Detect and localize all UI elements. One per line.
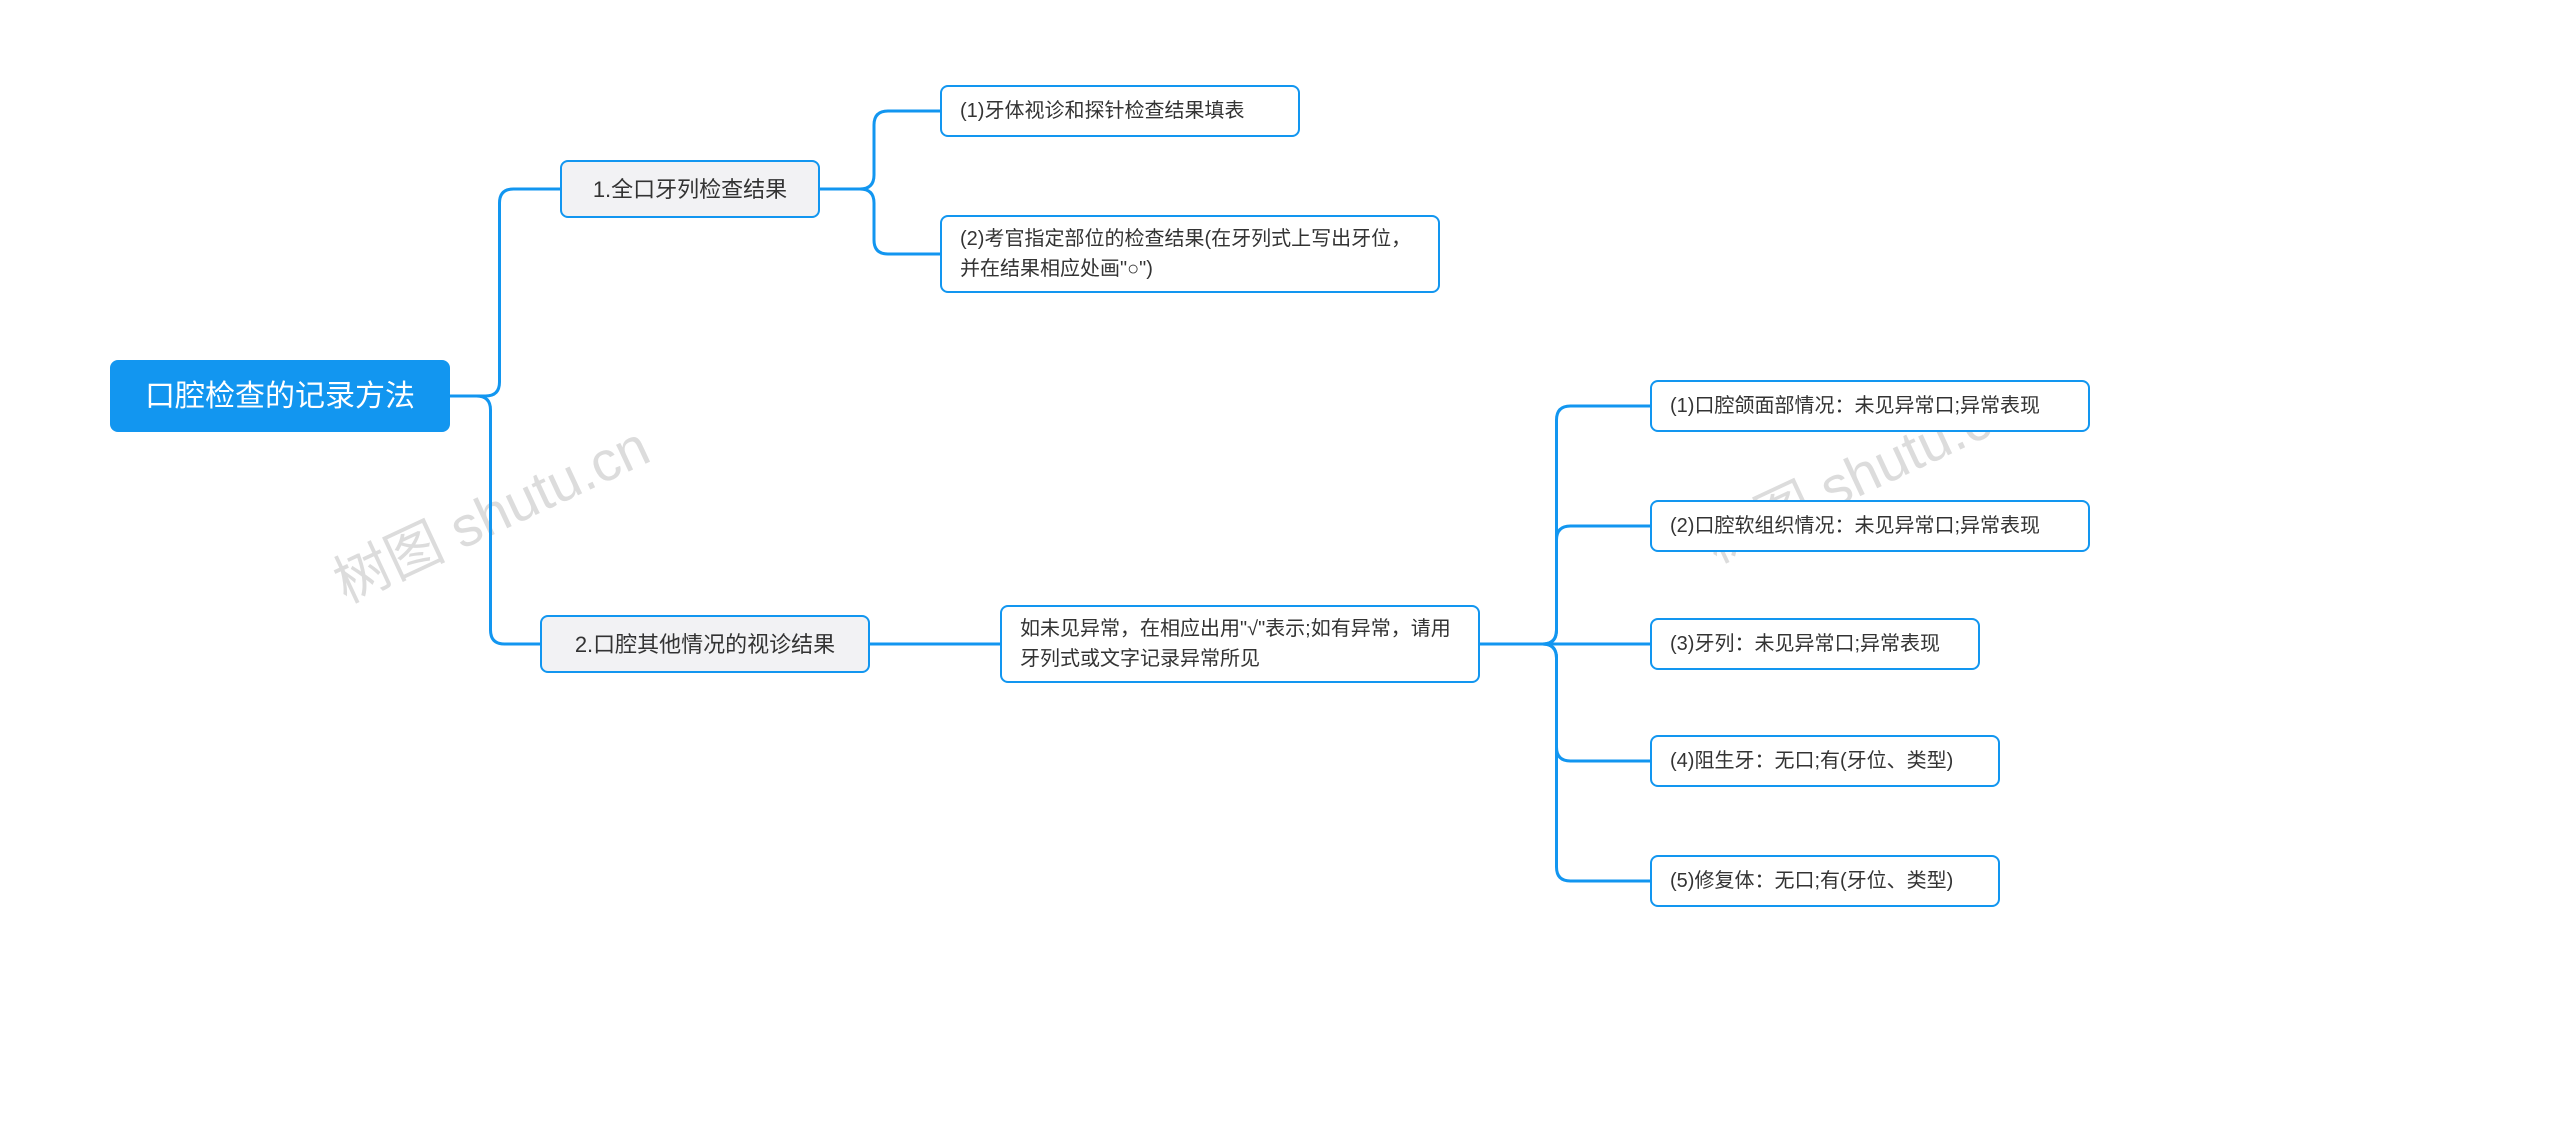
leaf-1-2-label: (2)考官指定部位的检查结果(在牙列式上写出牙位，并在结果相应处画"○") — [960, 224, 1420, 284]
branch-1: 1.全口牙列检查结果 — [560, 160, 820, 218]
root-node: 口腔检查的记录方法 — [110, 360, 450, 432]
leaf-1-1: (1)牙体视诊和探针检查结果填表 — [940, 85, 1300, 137]
connector-layer — [0, 0, 2560, 1123]
leaf-2-3-label: (3)牙列：未见异常口;异常表现 — [1670, 629, 1940, 659]
leaf-2-4: (4)阻生牙：无口;有(牙位、类型) — [1650, 735, 2000, 787]
watermark-1: 树图 shutu.cn — [319, 402, 661, 619]
leaf-1-2: (2)考官指定部位的检查结果(在牙列式上写出牙位，并在结果相应处画"○") — [940, 215, 1440, 293]
branch-2-mid: 如未见异常，在相应出用"√"表示;如有异常，请用牙列式或文字记录异常所见 — [1000, 605, 1480, 683]
branch-1-label: 1.全口牙列检查结果 — [593, 173, 787, 206]
branch-2-label: 2.口腔其他情况的视诊结果 — [575, 628, 835, 661]
leaf-2-4-label: (4)阻生牙：无口;有(牙位、类型) — [1670, 746, 1953, 776]
leaf-2-1-label: (1)口腔颌面部情况：未见异常口;异常表现 — [1670, 391, 2040, 421]
leaf-2-5: (5)修复体：无口;有(牙位、类型) — [1650, 855, 2000, 907]
branch-2-mid-label: 如未见异常，在相应出用"√"表示;如有异常，请用牙列式或文字记录异常所见 — [1020, 614, 1460, 674]
leaf-1-1-label: (1)牙体视诊和探针检查结果填表 — [960, 96, 1244, 126]
leaf-2-5-label: (5)修复体：无口;有(牙位、类型) — [1670, 866, 1953, 896]
branch-2: 2.口腔其他情况的视诊结果 — [540, 615, 870, 673]
leaf-2-1: (1)口腔颌面部情况：未见异常口;异常表现 — [1650, 380, 2090, 432]
leaf-2-2-label: (2)口腔软组织情况：未见异常口;异常表现 — [1670, 511, 2040, 541]
leaf-2-3: (3)牙列：未见异常口;异常表现 — [1650, 618, 1980, 670]
leaf-2-2: (2)口腔软组织情况：未见异常口;异常表现 — [1650, 500, 2090, 552]
root-label: 口腔检查的记录方法 — [145, 374, 415, 419]
